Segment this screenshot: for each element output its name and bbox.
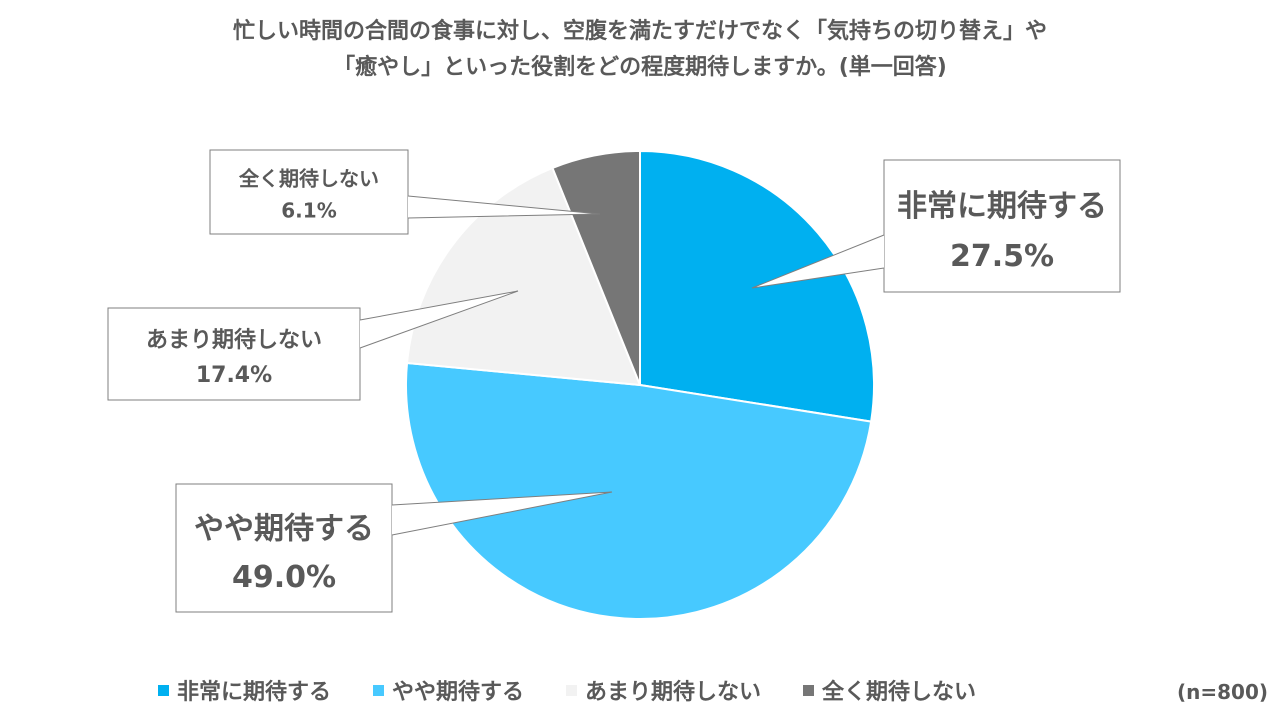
callout-category-label-4: 全く期待しない bbox=[238, 167, 379, 191]
sample-size-note: (n=800) bbox=[1176, 680, 1268, 704]
legend-swatch-3 bbox=[566, 684, 578, 696]
legend-item-2: やや期待する bbox=[373, 674, 524, 706]
pie-slices bbox=[405, 149, 875, 620]
pie-slice-4 bbox=[551, 149, 641, 386]
callout-4: 全く期待しない 6.1% bbox=[209, 149, 601, 235]
chart-legend: 非常に期待する やや期待する あまり期待しない 全く期待しない bbox=[158, 674, 976, 706]
pie-slice-2 bbox=[405, 361, 873, 620]
callout-pointer-2 bbox=[391, 491, 613, 536]
legend-label-2: やや期待する bbox=[392, 680, 525, 705]
legend-item-4: 全く期待しない bbox=[803, 674, 976, 706]
legend-item-1: 非常に期待する bbox=[158, 674, 331, 706]
callout-value-label-2: 49.0% bbox=[232, 560, 336, 595]
pie-callouts: 非常に期待する 27.5% やや期待する 49.0% あまり期待しない 17.4% 全く期待… bbox=[107, 149, 1121, 613]
callout-box-4 bbox=[209, 149, 409, 235]
callout-category-label-2: やや期待する bbox=[194, 512, 374, 547]
callout-box-1 bbox=[883, 159, 1121, 293]
callout-category-label-3: あまり期待しない bbox=[146, 327, 322, 353]
legend-swatch-4 bbox=[803, 684, 815, 696]
callout-pointer-4 bbox=[407, 195, 601, 219]
legend-swatch-2 bbox=[373, 684, 385, 696]
legend-label-3: あまり期待しない bbox=[585, 680, 762, 705]
callout-pointer-1 bbox=[751, 234, 885, 289]
legend-swatch-1 bbox=[158, 684, 169, 696]
callout-2: やや期待する 49.0% bbox=[175, 483, 613, 613]
chart-title-line-1: 忙しい時間の合間の食事に対し、空腹を満たすだけでなく「気持ちの切り替え」や bbox=[232, 19, 1047, 44]
callout-value-label-1: 27.5% bbox=[950, 239, 1054, 274]
callout-pointer-3 bbox=[359, 290, 519, 349]
chart-title: 忙しい時間の合間の食事に対し、空腹を満たすだけでなく「気持ちの切り替え」や 「癒… bbox=[0, 14, 1280, 86]
legend-item-3: あまり期待しない bbox=[566, 674, 761, 706]
callout-1: 非常に期待する 27.5% bbox=[751, 159, 1121, 293]
callout-pointer-fill-4 bbox=[408, 196, 600, 218]
legend-label-1: 非常に期待する bbox=[177, 680, 332, 705]
callout-value-label-3: 17.4% bbox=[196, 363, 272, 388]
pie-slice-3 bbox=[405, 166, 642, 387]
callout-value-label-4: 6.1% bbox=[281, 199, 336, 223]
chart-title-line-2: 「癒やし」といった役割をどの程度期待しますか。(単一回答) bbox=[333, 55, 947, 80]
callout-category-label-1: 非常に期待する bbox=[897, 189, 1107, 224]
callout-box-2 bbox=[175, 483, 393, 613]
legend-label-4: 全く期待しない bbox=[822, 680, 977, 705]
callout-3: あまり期待しない 17.4% bbox=[107, 290, 519, 401]
callout-box-3 bbox=[107, 307, 361, 401]
